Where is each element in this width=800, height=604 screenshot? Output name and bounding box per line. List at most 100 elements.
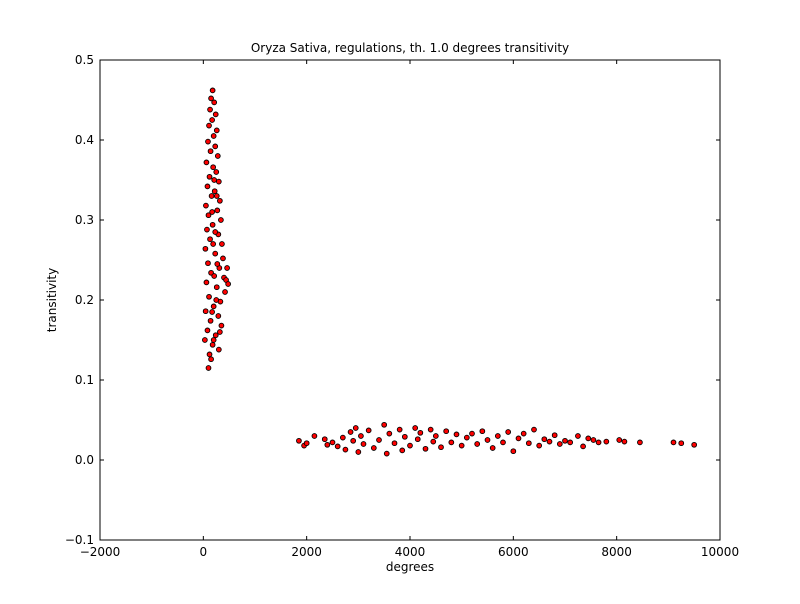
data-point	[350, 437, 357, 444]
data-point	[520, 430, 527, 437]
data-point	[205, 260, 211, 267]
data-point	[225, 281, 231, 287]
y-tick-label: 0.4	[75, 133, 94, 147]
data-point	[391, 440, 398, 447]
data-point	[208, 356, 214, 363]
data-point	[469, 430, 475, 437]
data-point	[204, 183, 211, 190]
data-point	[212, 111, 219, 118]
data-point	[580, 443, 586, 450]
data-point	[206, 173, 213, 180]
data-point	[210, 337, 217, 343]
data-point	[210, 133, 217, 139]
data-point	[212, 143, 219, 150]
data-point	[556, 441, 563, 447]
data-point	[202, 308, 209, 315]
data-point	[210, 303, 217, 310]
data-point	[210, 241, 217, 247]
data-point	[205, 212, 212, 219]
data-point	[213, 127, 220, 134]
x-tick-label: 10000	[701, 545, 739, 559]
y-axis-label: transitivity	[45, 268, 59, 332]
data-point	[215, 313, 222, 319]
data-point	[212, 332, 219, 339]
data-point	[443, 428, 450, 435]
data-point	[401, 433, 408, 440]
data-point	[463, 434, 470, 441]
data-point	[212, 250, 219, 257]
data-point	[213, 193, 220, 199]
chart-title: Oryza Sativa, regulations, th. 1.0 degre…	[251, 41, 569, 55]
y-tick-label: 0.2	[75, 293, 94, 307]
data-point	[324, 441, 331, 448]
data-point	[205, 138, 211, 145]
data-point	[407, 442, 413, 449]
data-point	[202, 245, 209, 252]
y-tick-label: 0.3	[75, 213, 94, 227]
data-point	[386, 430, 393, 437]
data-point	[311, 433, 318, 439]
data-point	[365, 427, 372, 434]
x-axis-label: degrees	[386, 560, 434, 574]
data-point	[214, 261, 221, 267]
data-point	[217, 197, 223, 204]
x-tick-label: 6000	[498, 545, 529, 559]
data-point	[376, 437, 382, 443]
data-point	[536, 442, 543, 449]
data-point	[381, 421, 388, 428]
data-point	[525, 440, 532, 447]
data-point	[334, 443, 341, 450]
data-point	[670, 439, 677, 446]
data-point	[355, 449, 362, 455]
y-tick-label: 0.0	[75, 453, 94, 467]
data-point	[207, 106, 213, 113]
data-point	[358, 433, 364, 439]
data-point	[206, 293, 212, 300]
y-tick-label: 0.1	[75, 373, 94, 387]
data-point	[215, 178, 222, 185]
data-point	[321, 436, 328, 443]
data-point	[210, 164, 217, 171]
data-point	[213, 297, 220, 303]
data-point	[209, 87, 216, 94]
data-point	[541, 436, 548, 443]
data-point	[209, 117, 215, 123]
data-point	[347, 429, 354, 435]
data-point	[206, 351, 213, 358]
data-point	[438, 444, 444, 451]
data-point	[214, 207, 221, 214]
plot-area	[100, 60, 720, 540]
data-point	[213, 169, 220, 175]
data-point	[208, 193, 215, 199]
data-point	[219, 241, 225, 247]
data-point	[214, 153, 221, 159]
data-point	[220, 255, 226, 262]
data-point	[207, 317, 214, 324]
data-point	[207, 148, 214, 155]
y-tick-label: 0.5	[75, 53, 94, 67]
data-point	[546, 438, 553, 445]
data-point	[209, 341, 216, 348]
data-point	[603, 438, 610, 445]
data-point	[203, 202, 209, 209]
data-point	[213, 284, 220, 291]
x-tick-label: 8000	[601, 545, 632, 559]
data-point	[211, 99, 218, 106]
points-layer	[202, 87, 698, 457]
data-point	[206, 122, 212, 129]
data-point	[621, 438, 628, 445]
x-tick-label: 0	[200, 545, 208, 559]
data-point	[296, 437, 302, 444]
data-point	[637, 439, 643, 446]
data-point	[453, 431, 460, 438]
data-point	[479, 428, 486, 435]
data-point	[207, 236, 213, 243]
data-point	[430, 438, 437, 445]
data-point	[595, 439, 602, 446]
data-point	[590, 437, 597, 443]
data-point	[500, 439, 506, 446]
data-point	[458, 442, 465, 449]
data-point	[342, 446, 349, 453]
data-point	[339, 434, 346, 441]
